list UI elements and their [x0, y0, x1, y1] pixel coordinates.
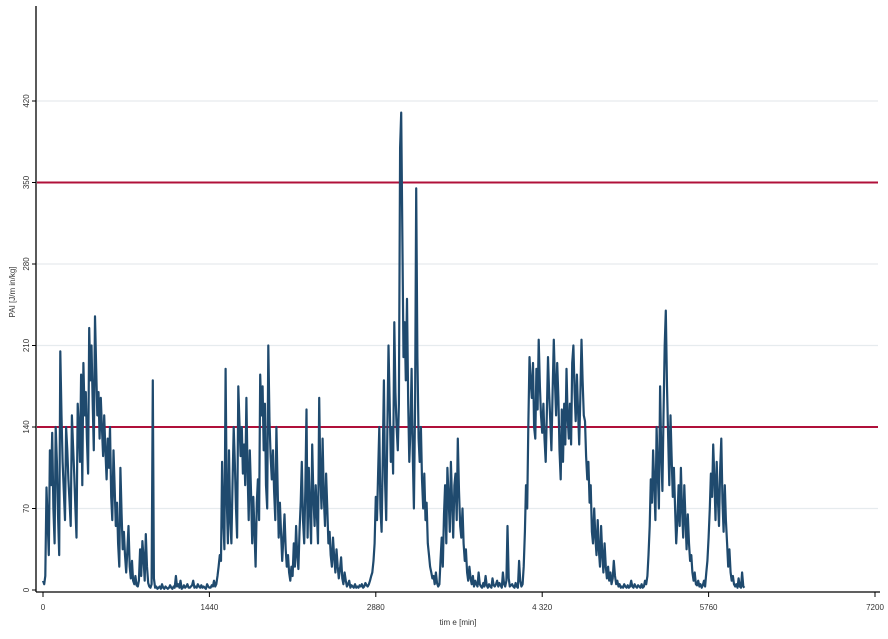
x-tick-label-0: 0 [41, 603, 46, 612]
x-axis-title: tim e [min] [440, 618, 477, 627]
y-tick-label-0: 0 [22, 587, 31, 592]
y-tick-label-140: 140 [22, 420, 31, 434]
series-line-pai [41, 111, 746, 590]
y-tick-label-210: 210 [22, 338, 31, 352]
x-tick-label-7200: 7200 [866, 603, 884, 612]
x-tick-label-4320: 4 320 [532, 603, 553, 612]
reference-lines [37, 181, 878, 428]
x-tick-label-1440: 1440 [201, 603, 219, 612]
y-tick-label-350: 350 [22, 175, 31, 189]
x-axis-ticks: 0 1440 2880 4 320 5760 7200 [41, 592, 884, 612]
y-tick-label-280: 280 [22, 257, 31, 271]
y-tick-label-420: 420 [22, 94, 31, 108]
x-tick-label-2880: 2880 [367, 603, 385, 612]
x-tick-label-5760: 5760 [700, 603, 718, 612]
y-axis-ticks: 0 70 140 210 280 350 420 [22, 94, 36, 592]
y-axis-title: PAI [J/m in/kg] [8, 267, 17, 318]
y-tick-label-70: 70 [22, 504, 31, 513]
